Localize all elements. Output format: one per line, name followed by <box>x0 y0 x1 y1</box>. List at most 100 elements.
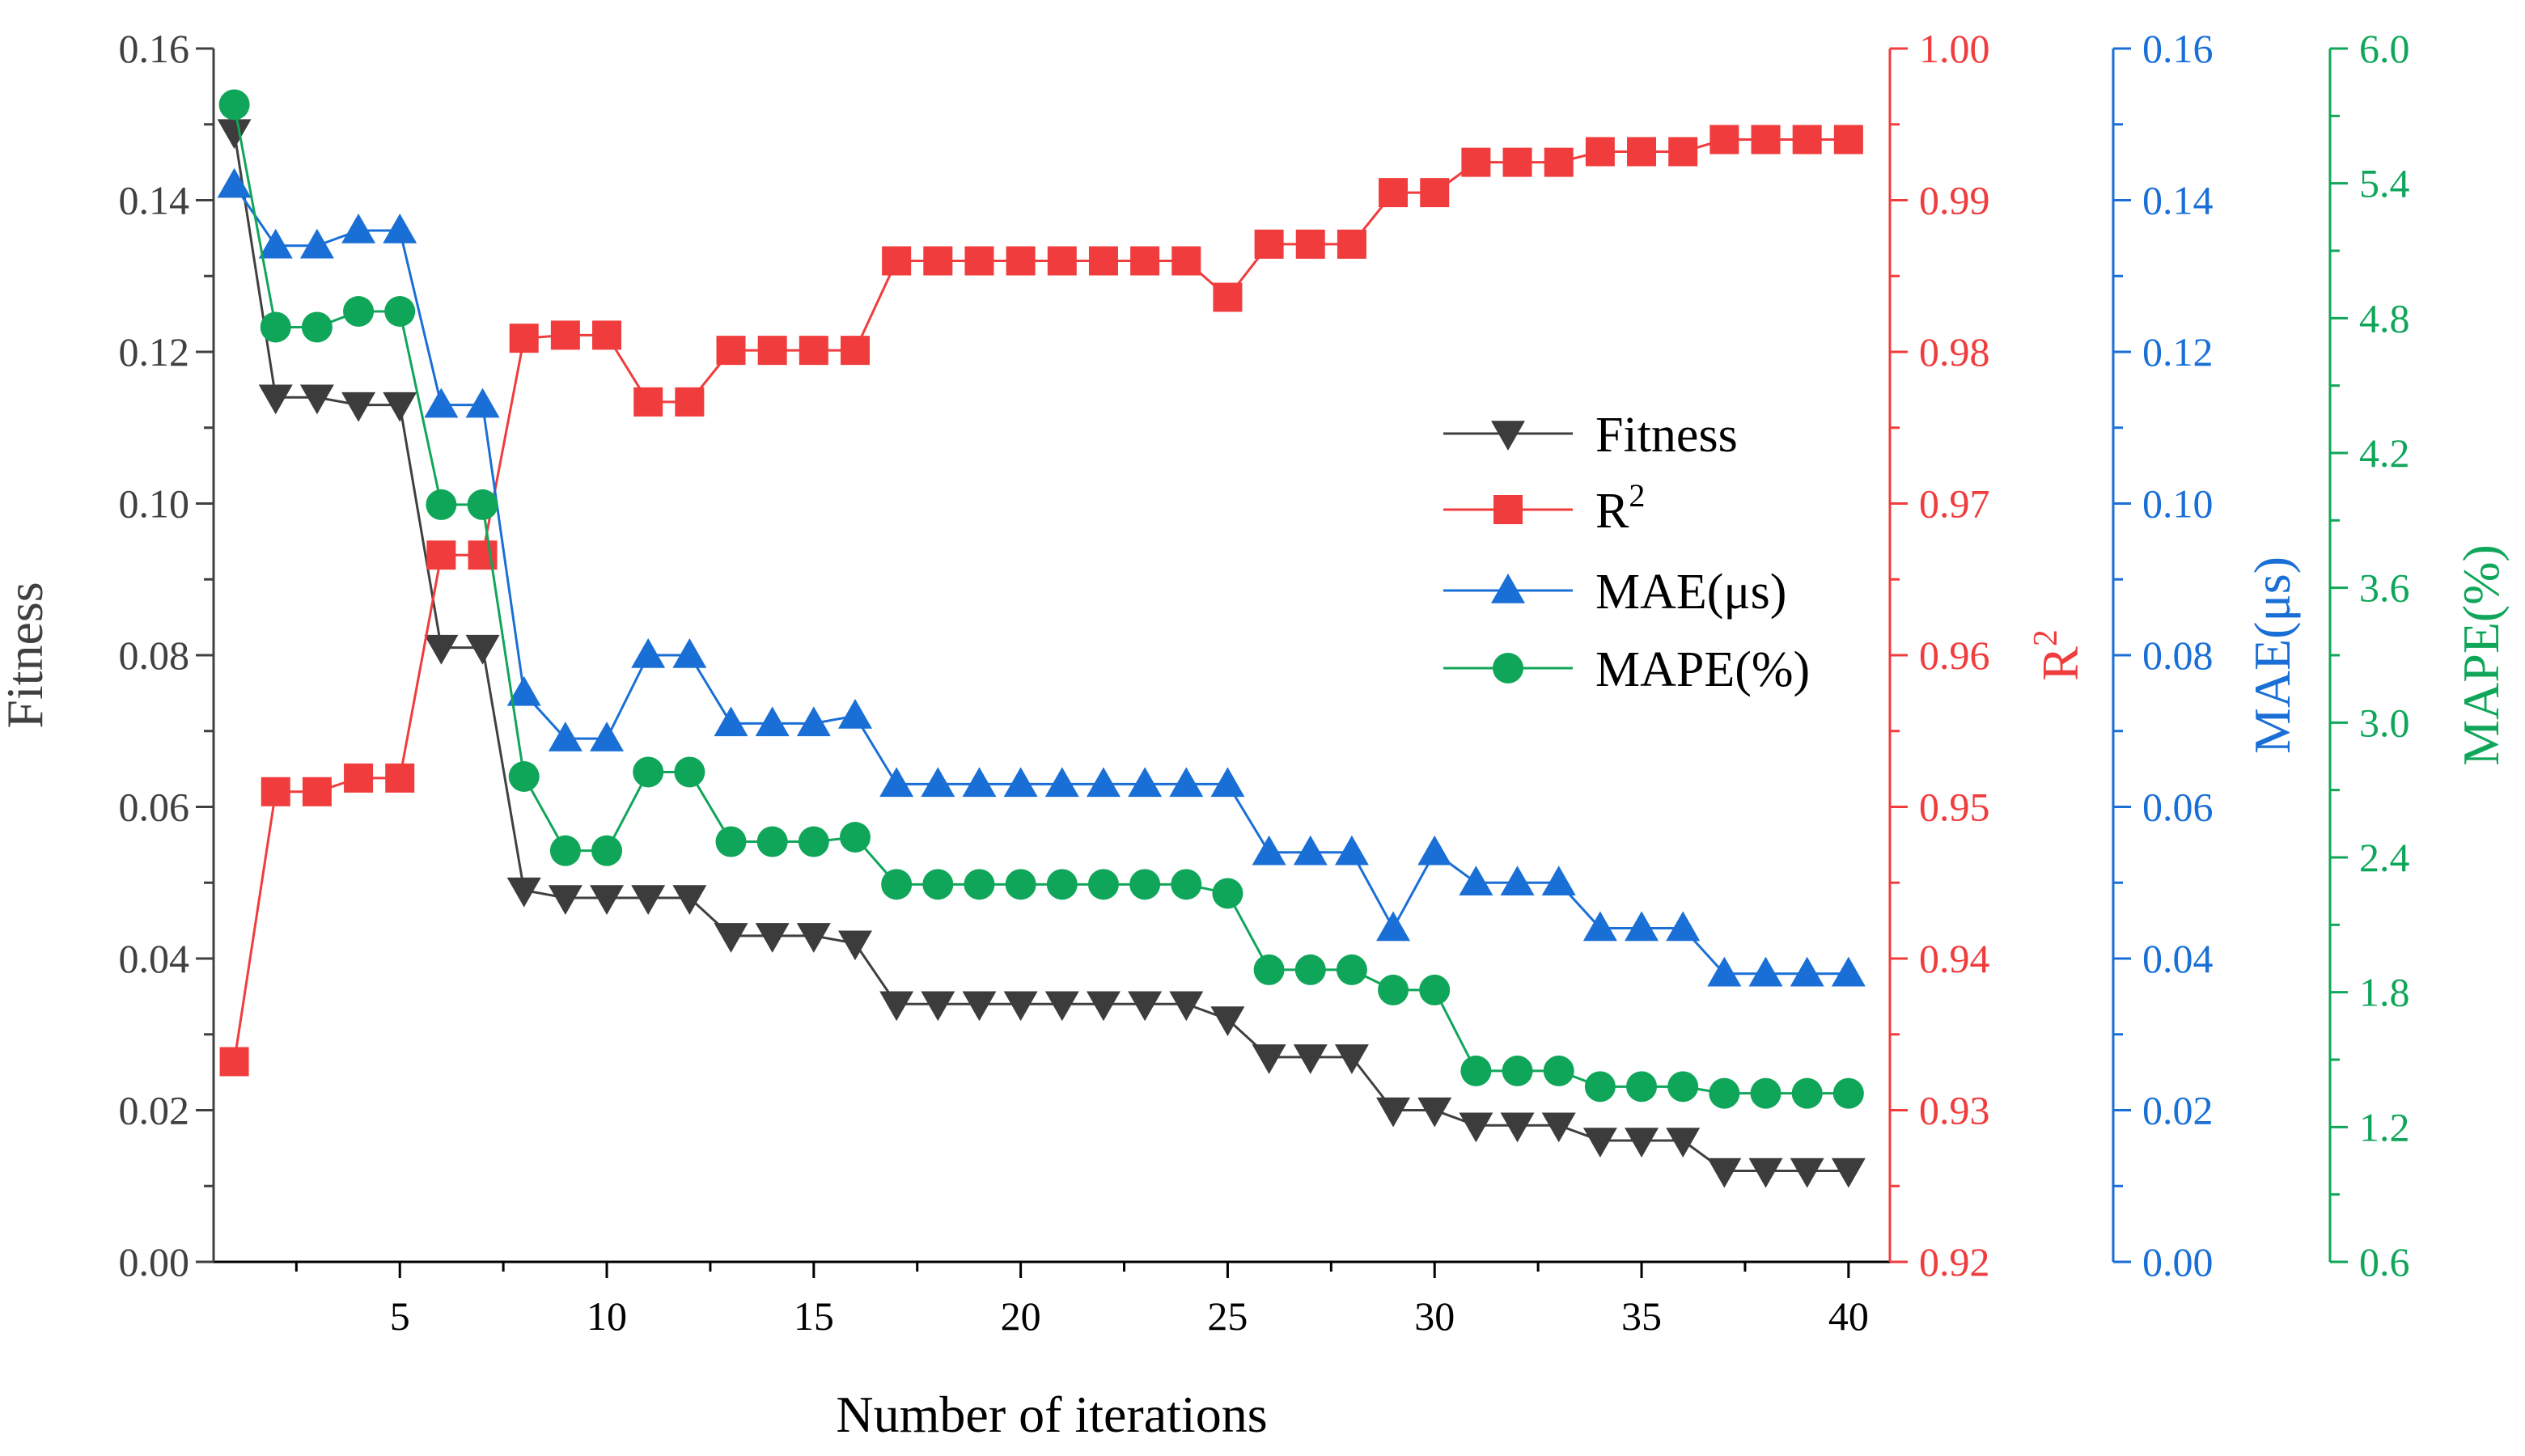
r2-point <box>1047 246 1077 276</box>
legend-swatch-marker <box>1493 495 1523 524</box>
legend-label: R2 <box>1595 477 1645 539</box>
legend-item-r2: R2 <box>1443 477 1645 539</box>
mae-point <box>1582 911 1617 942</box>
mae-point <box>1334 835 1369 866</box>
fitness-point <box>1128 991 1163 1022</box>
mae-tick-label: 0.08 <box>2142 633 2214 678</box>
mape-tick-label: 6.0 <box>2359 26 2410 71</box>
mae-point <box>1044 767 1079 798</box>
fitness-point <box>217 119 252 150</box>
x-tick-label: 30 <box>1414 1293 1455 1339</box>
fitness-point <box>1417 1097 1452 1128</box>
mae-tick-label: 0.14 <box>2142 178 2214 223</box>
mape-point <box>1709 1077 1740 1109</box>
mae-tick-label: 0.00 <box>2142 1239 2214 1285</box>
mae-point <box>506 675 541 706</box>
r2-point <box>1254 229 1284 259</box>
fitness-tick-label: 0.04 <box>119 936 190 981</box>
r2-axis-title: R2 <box>2027 629 2089 681</box>
fitness-point <box>299 384 334 415</box>
mape-point <box>1294 954 1326 985</box>
mape-tick-label: 3.6 <box>2359 565 2410 611</box>
mape-point <box>301 311 333 343</box>
r2-tick-label: 0.94 <box>1919 936 1990 981</box>
fitness-point <box>1003 991 1038 1022</box>
mape-point <box>1378 974 1409 1005</box>
r2-point <box>1171 246 1201 276</box>
mae-point <box>1459 866 1493 895</box>
mae-point <box>1707 956 1742 987</box>
r2-point <box>1709 125 1739 154</box>
mae-point <box>1293 835 1328 866</box>
mae-point <box>1541 866 1576 895</box>
fitness-axis-title: Fitness <box>0 582 53 728</box>
mape-point <box>218 89 250 121</box>
mae-tick-label: 0.02 <box>2142 1088 2214 1133</box>
mape-point <box>1667 1071 1699 1103</box>
x-tick-label: 35 <box>1621 1293 1662 1339</box>
r2-point <box>757 336 787 366</box>
mape-tick-label: 1.2 <box>2359 1104 2410 1149</box>
legend-label: MAE(μs) <box>1595 565 1786 620</box>
mae-point <box>424 387 459 418</box>
fitness-point <box>962 991 997 1022</box>
x-axis-title: Number of iterations <box>836 1386 1267 1443</box>
mae-point <box>1086 767 1121 798</box>
r2-tick-label: 0.99 <box>1919 178 1990 223</box>
mape-point <box>467 489 498 520</box>
mae-point <box>1210 767 1245 798</box>
fitness-point <box>383 392 417 422</box>
r2-point <box>964 246 994 276</box>
mae-point <box>258 228 293 259</box>
mae-point <box>714 706 748 737</box>
fitness-point <box>341 392 376 422</box>
mae-point <box>217 167 252 198</box>
mae-point <box>299 228 334 259</box>
mae-point <box>837 699 872 729</box>
mae-tick-label: 0.04 <box>2142 936 2214 981</box>
series-layer <box>217 89 1866 1188</box>
fitness-point <box>1541 1112 1576 1143</box>
r2-tick-label: 0.96 <box>1919 633 1990 678</box>
r2-point <box>385 763 415 793</box>
r2-point <box>1088 246 1118 276</box>
fitness-point <box>1252 1044 1286 1074</box>
fitness-tick-label: 0.12 <box>119 329 190 375</box>
fitness-point <box>590 885 625 915</box>
fitness-point <box>258 384 293 415</box>
r2-tick-label: 1.00 <box>1919 26 1990 71</box>
mape-point <box>384 296 416 327</box>
mae-point <box>962 767 997 798</box>
mape-tick-label: 4.2 <box>2359 430 2410 476</box>
fitness-tick-label: 0.06 <box>119 785 190 830</box>
mae-point <box>672 638 707 668</box>
r2-point <box>1792 125 1822 154</box>
mae-point <box>1748 956 1783 987</box>
fitness-point <box>1831 1158 1866 1188</box>
fitness-point <box>796 923 831 953</box>
fitness-tick-label: 0.16 <box>119 26 190 71</box>
mape-point <box>426 489 457 520</box>
mape-point <box>1336 954 1367 985</box>
mape-point <box>1832 1077 1864 1109</box>
r2-point <box>550 320 580 350</box>
mape-point <box>1129 869 1161 900</box>
mape-point <box>591 835 623 866</box>
axes-layer: 5 10 15 20 25 30 35 40 0.00 0.02 0.04 0.06 0.08 0.10 0… <box>0 26 2510 1339</box>
fitness-tick-label: 0.10 <box>119 481 190 527</box>
fitness-point <box>837 930 872 961</box>
r2-point <box>1420 178 1450 208</box>
r2-point <box>1213 282 1243 312</box>
r2-point <box>799 336 828 366</box>
mae-point <box>1169 767 1204 798</box>
mape-point <box>798 826 829 857</box>
mape-point <box>674 756 705 788</box>
fitness-point <box>1293 1044 1328 1074</box>
series-fitness <box>217 119 1866 1188</box>
mape-point <box>1502 1055 1533 1086</box>
mape-tick-label: 0.6 <box>2359 1239 2410 1285</box>
r2-point <box>1461 147 1491 177</box>
fitness-point <box>714 923 748 953</box>
mape-point <box>715 826 747 857</box>
